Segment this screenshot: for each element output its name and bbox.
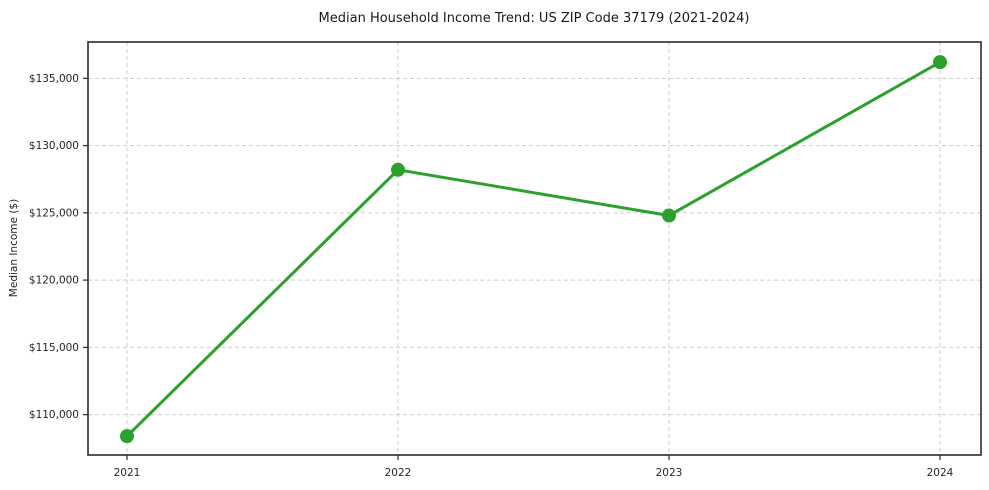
- y-tick-label: $130,000: [29, 140, 79, 152]
- y-tick-label: $115,000: [29, 342, 79, 354]
- plot-border: [87, 41, 982, 456]
- y-tick-label: $125,000: [29, 207, 79, 219]
- x-tick-label: 2022: [385, 467, 412, 479]
- trend-line: [125, 60, 942, 438]
- data-point-2023: [662, 208, 676, 223]
- x-tick-label: 2021: [114, 467, 141, 479]
- chart-title: Median Household Income Trend: US ZIP Co…: [319, 11, 750, 26]
- y-axis-label: Median Income ($): [8, 199, 20, 297]
- y-tick-label: $135,000: [29, 73, 79, 85]
- y-tick-label: $110,000: [29, 409, 79, 421]
- grid-layer: [88, 42, 981, 455]
- x-tick-label: 2023: [656, 467, 683, 479]
- series-layer: [120, 55, 947, 444]
- data-point-2021: [120, 429, 134, 444]
- data-point-2022: [391, 162, 405, 177]
- data-point-2024: [933, 55, 947, 70]
- y-tick-label: $120,000: [29, 275, 79, 287]
- x-tick-label: 2024: [927, 467, 954, 479]
- tick-layer: $110,000 $115,000 $120,000 $125,000 $130,000…: [29, 73, 954, 479]
